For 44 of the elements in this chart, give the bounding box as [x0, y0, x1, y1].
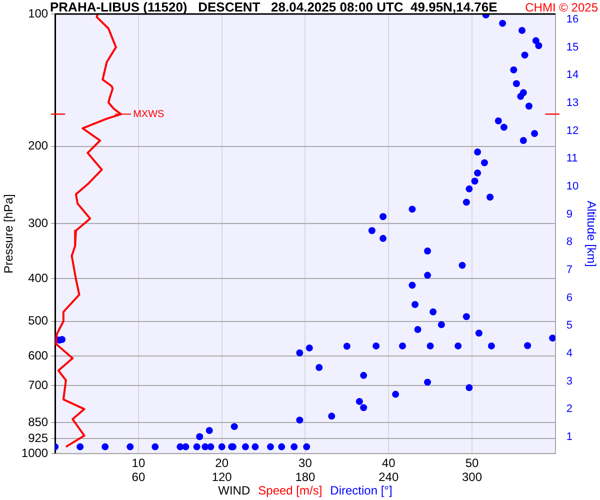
x-tick-label: 50: [465, 456, 479, 470]
y2-tick-label: 3: [566, 375, 572, 388]
ref-line-label: MXWS: [133, 108, 165, 120]
y2-tick-label: 1: [566, 430, 572, 443]
chart-title: PRAHA-LIBUS (11520) DESCENT 28.04.2025 08:00 UTC 49.95N,14.76E: [50, 0, 498, 15]
text: Speed [m/s]: [258, 483, 322, 498]
y-tick-label: 100: [28, 6, 48, 20]
y2-tick-label: 6: [566, 292, 572, 304]
y-tick-label: 1000: [21, 446, 48, 460]
y2-tick-label: 15: [566, 41, 579, 54]
x2-tick-label: 240: [378, 470, 399, 484]
y2-tick-label: 11: [566, 152, 578, 165]
x2-tick-label: 180: [295, 470, 316, 484]
y-tick-label: 300: [28, 216, 48, 230]
y-tick-label: 700: [28, 378, 48, 392]
y2-tick-label: 10: [566, 180, 579, 193]
x2-tick-label: 60: [132, 470, 146, 484]
y2-tick-label: 5: [566, 320, 572, 332]
y-tick-label: 850: [28, 414, 48, 429]
annotation: CHMI © 2025: [525, 0, 598, 14]
x-tick-label: 10: [132, 456, 146, 470]
y2-tick-label: 2: [566, 403, 572, 416]
text: Direction [°]: [330, 483, 392, 498]
x-tick-label: 40: [382, 456, 396, 470]
x2-tick-label: 120: [212, 470, 232, 484]
y2-tick-label: 4: [566, 347, 572, 360]
y2-tick-label: 8: [566, 236, 572, 248]
y2-tick-label: 13: [566, 97, 579, 110]
y2-tick-label: 12: [566, 124, 579, 137]
x-tick-label: 30: [298, 456, 312, 470]
y-tick-label: 400: [28, 270, 48, 285]
y-axis-title: Pressure [hPa]: [2, 194, 16, 274]
y-tick-label: 925: [28, 431, 48, 446]
y2-tick-label: 16: [566, 14, 579, 26]
y-tick-label: 600: [28, 348, 48, 362]
y-tick-label: 500: [28, 314, 48, 328]
x2-tick-label: 300: [462, 470, 482, 484]
y2-axis-title: Altitude [km]: [584, 200, 598, 267]
x-axis-title: WIND: [218, 483, 250, 498]
x-tick-label: 20: [215, 456, 229, 470]
y2-tick-label: 7: [566, 264, 572, 276]
y-tick-label: 200: [28, 138, 48, 153]
y2-tick-label: 14: [566, 69, 579, 82]
y2-tick-label: 9: [566, 208, 572, 220]
